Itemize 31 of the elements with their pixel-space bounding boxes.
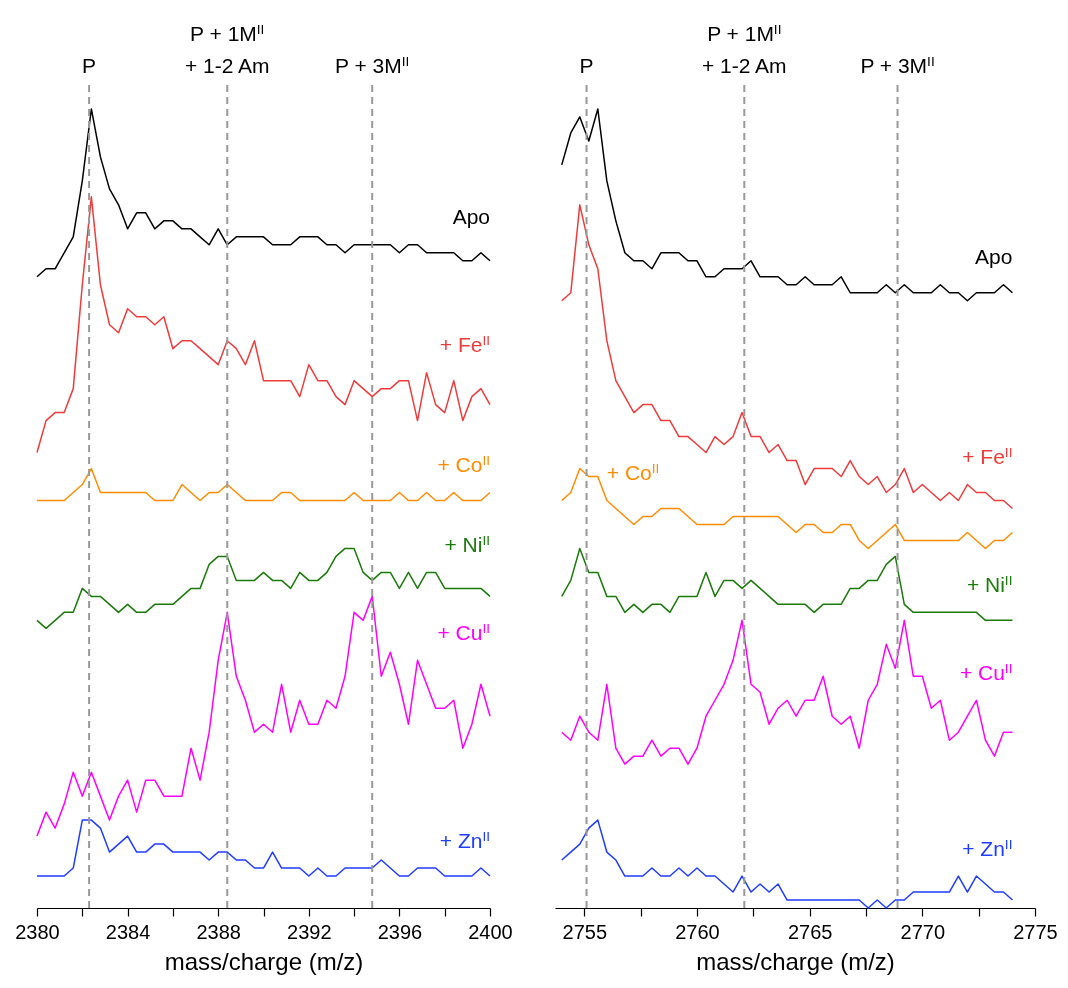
x-tick-label: 2775	[1013, 920, 1058, 943]
series-label: + Fe$^{II}$	[439, 332, 490, 357]
series-label: + Ni$^{II}$	[444, 532, 490, 556]
series-label: + Ni$^{II}$	[966, 572, 1013, 596]
x-axis-title: mass/charge (m/z)	[164, 947, 364, 975]
x-tick-label: 2760	[675, 920, 720, 943]
series-label: + Fe$^{II}$	[962, 444, 1013, 469]
x-tick-label: 2765	[787, 920, 833, 943]
series-label: + Zn$^{II}$	[962, 836, 1013, 860]
x-tick-label: 2770	[900, 920, 946, 943]
ref-line-label: P	[579, 54, 594, 77]
x-tick-label: 2400	[468, 920, 513, 943]
series-label: + Zn$^{II}$	[439, 828, 490, 852]
x-tick-label: 2396	[377, 920, 423, 943]
x-tick-label: 2384	[105, 920, 151, 943]
x-tick-label: 2392	[287, 920, 332, 943]
x-tick-label: 2380	[15, 920, 60, 943]
series-label: + Co$^{II}$	[437, 452, 490, 477]
series-label: + Cu$^{II}$	[437, 620, 490, 644]
ref-line-label: P + 3M$^{II}$	[860, 53, 935, 77]
x-axis-title: mass/charge (m/z)	[696, 947, 895, 975]
series-label: + Co$^{II}$	[606, 460, 660, 485]
x-tick-label: 2755	[562, 920, 608, 943]
series-label: Apo	[975, 245, 1013, 269]
ref-line-label: P + 3M$^{II}$	[335, 53, 410, 77]
text: P + 1M$^{II}$ + 1-2 Am	[184, 21, 270, 77]
text: P + 1M$^{II}$ + 1-2 Am	[701, 21, 787, 77]
series-label: Apo	[452, 205, 490, 229]
ref-line-label: P	[82, 54, 97, 77]
x-tick-label: 2388	[196, 920, 241, 943]
series-label: + Cu$^{II}$	[959, 660, 1013, 684]
